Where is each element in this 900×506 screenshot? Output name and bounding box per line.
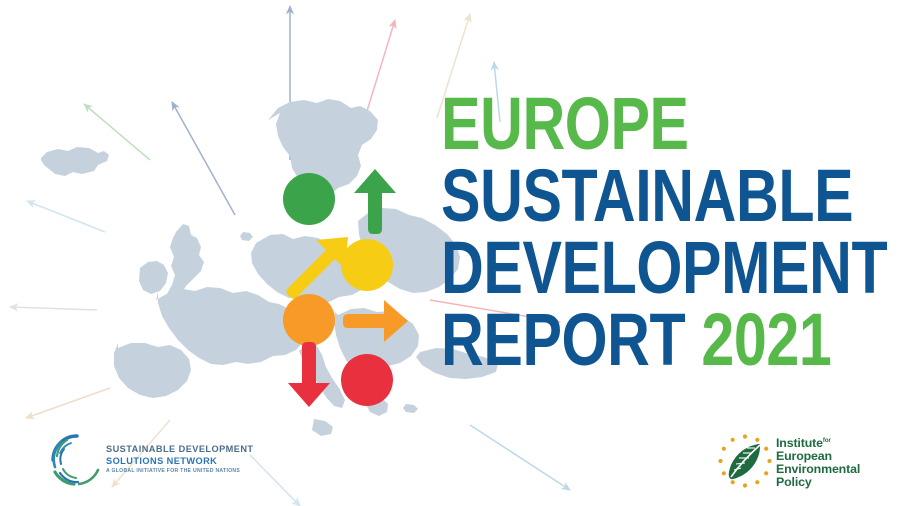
ieep-word-institute: Institute: [776, 436, 823, 451]
ieep-logo: Institutefor European Environmental Poli…: [716, 430, 881, 492]
sdsn-wordmark: SUSTAINABLE DEVELOPMENT SOLUTIONS NETWOR…: [106, 444, 266, 475]
yellow-diagonal-arrow: [286, 237, 348, 299]
ieep-line-1: Institutefor: [776, 435, 886, 450]
title-line-development: DEVELOPMENT: [441, 226, 888, 309]
ieep-wordmark: Institutefor European Environmental Poli…: [776, 435, 886, 489]
green-up-arrow: [354, 169, 396, 234]
sdsn-line-3: A GLOBAL INITIATIVE FOR THE UNITED NATIO…: [106, 468, 241, 474]
yellow-circle: [341, 239, 393, 291]
ieep-line-2: European: [776, 449, 832, 464]
title-line-report-year: REPORT 2021: [441, 303, 832, 377]
title-word-year: 2021: [701, 298, 832, 381]
orange-circle: [283, 294, 335, 346]
ieep-leaf-icon: [716, 432, 774, 490]
red-circle: [341, 354, 393, 406]
cover-title: EUROPE SUSTAINABLE DEVELOPMENT REPORT 20…: [441, 82, 888, 377]
orange-right-arrow: [343, 300, 408, 342]
ieep-line-4: Policy: [776, 474, 812, 489]
ieep-line-3: Environmental: [776, 461, 861, 476]
ieep-word-for: for: [822, 438, 831, 444]
green-circle: [283, 173, 335, 225]
sdsn-logo: SUSTAINABLE DEVELOPMENT SOLUTIONS NETWOR…: [48, 431, 263, 493]
sdsn-line-1: SUSTAINABLE DEVELOPMENT: [106, 444, 254, 454]
red-down-arrow: [288, 342, 330, 407]
sdsn-swoosh-icon: [48, 431, 106, 489]
title-word-report: REPORT: [441, 298, 686, 381]
sdsn-line-2: SOLUTIONS NETWORK: [106, 455, 218, 466]
title-line-sustainable: SUSTAINABLE: [441, 154, 854, 237]
title-line-europe: EUROPE: [441, 82, 689, 165]
